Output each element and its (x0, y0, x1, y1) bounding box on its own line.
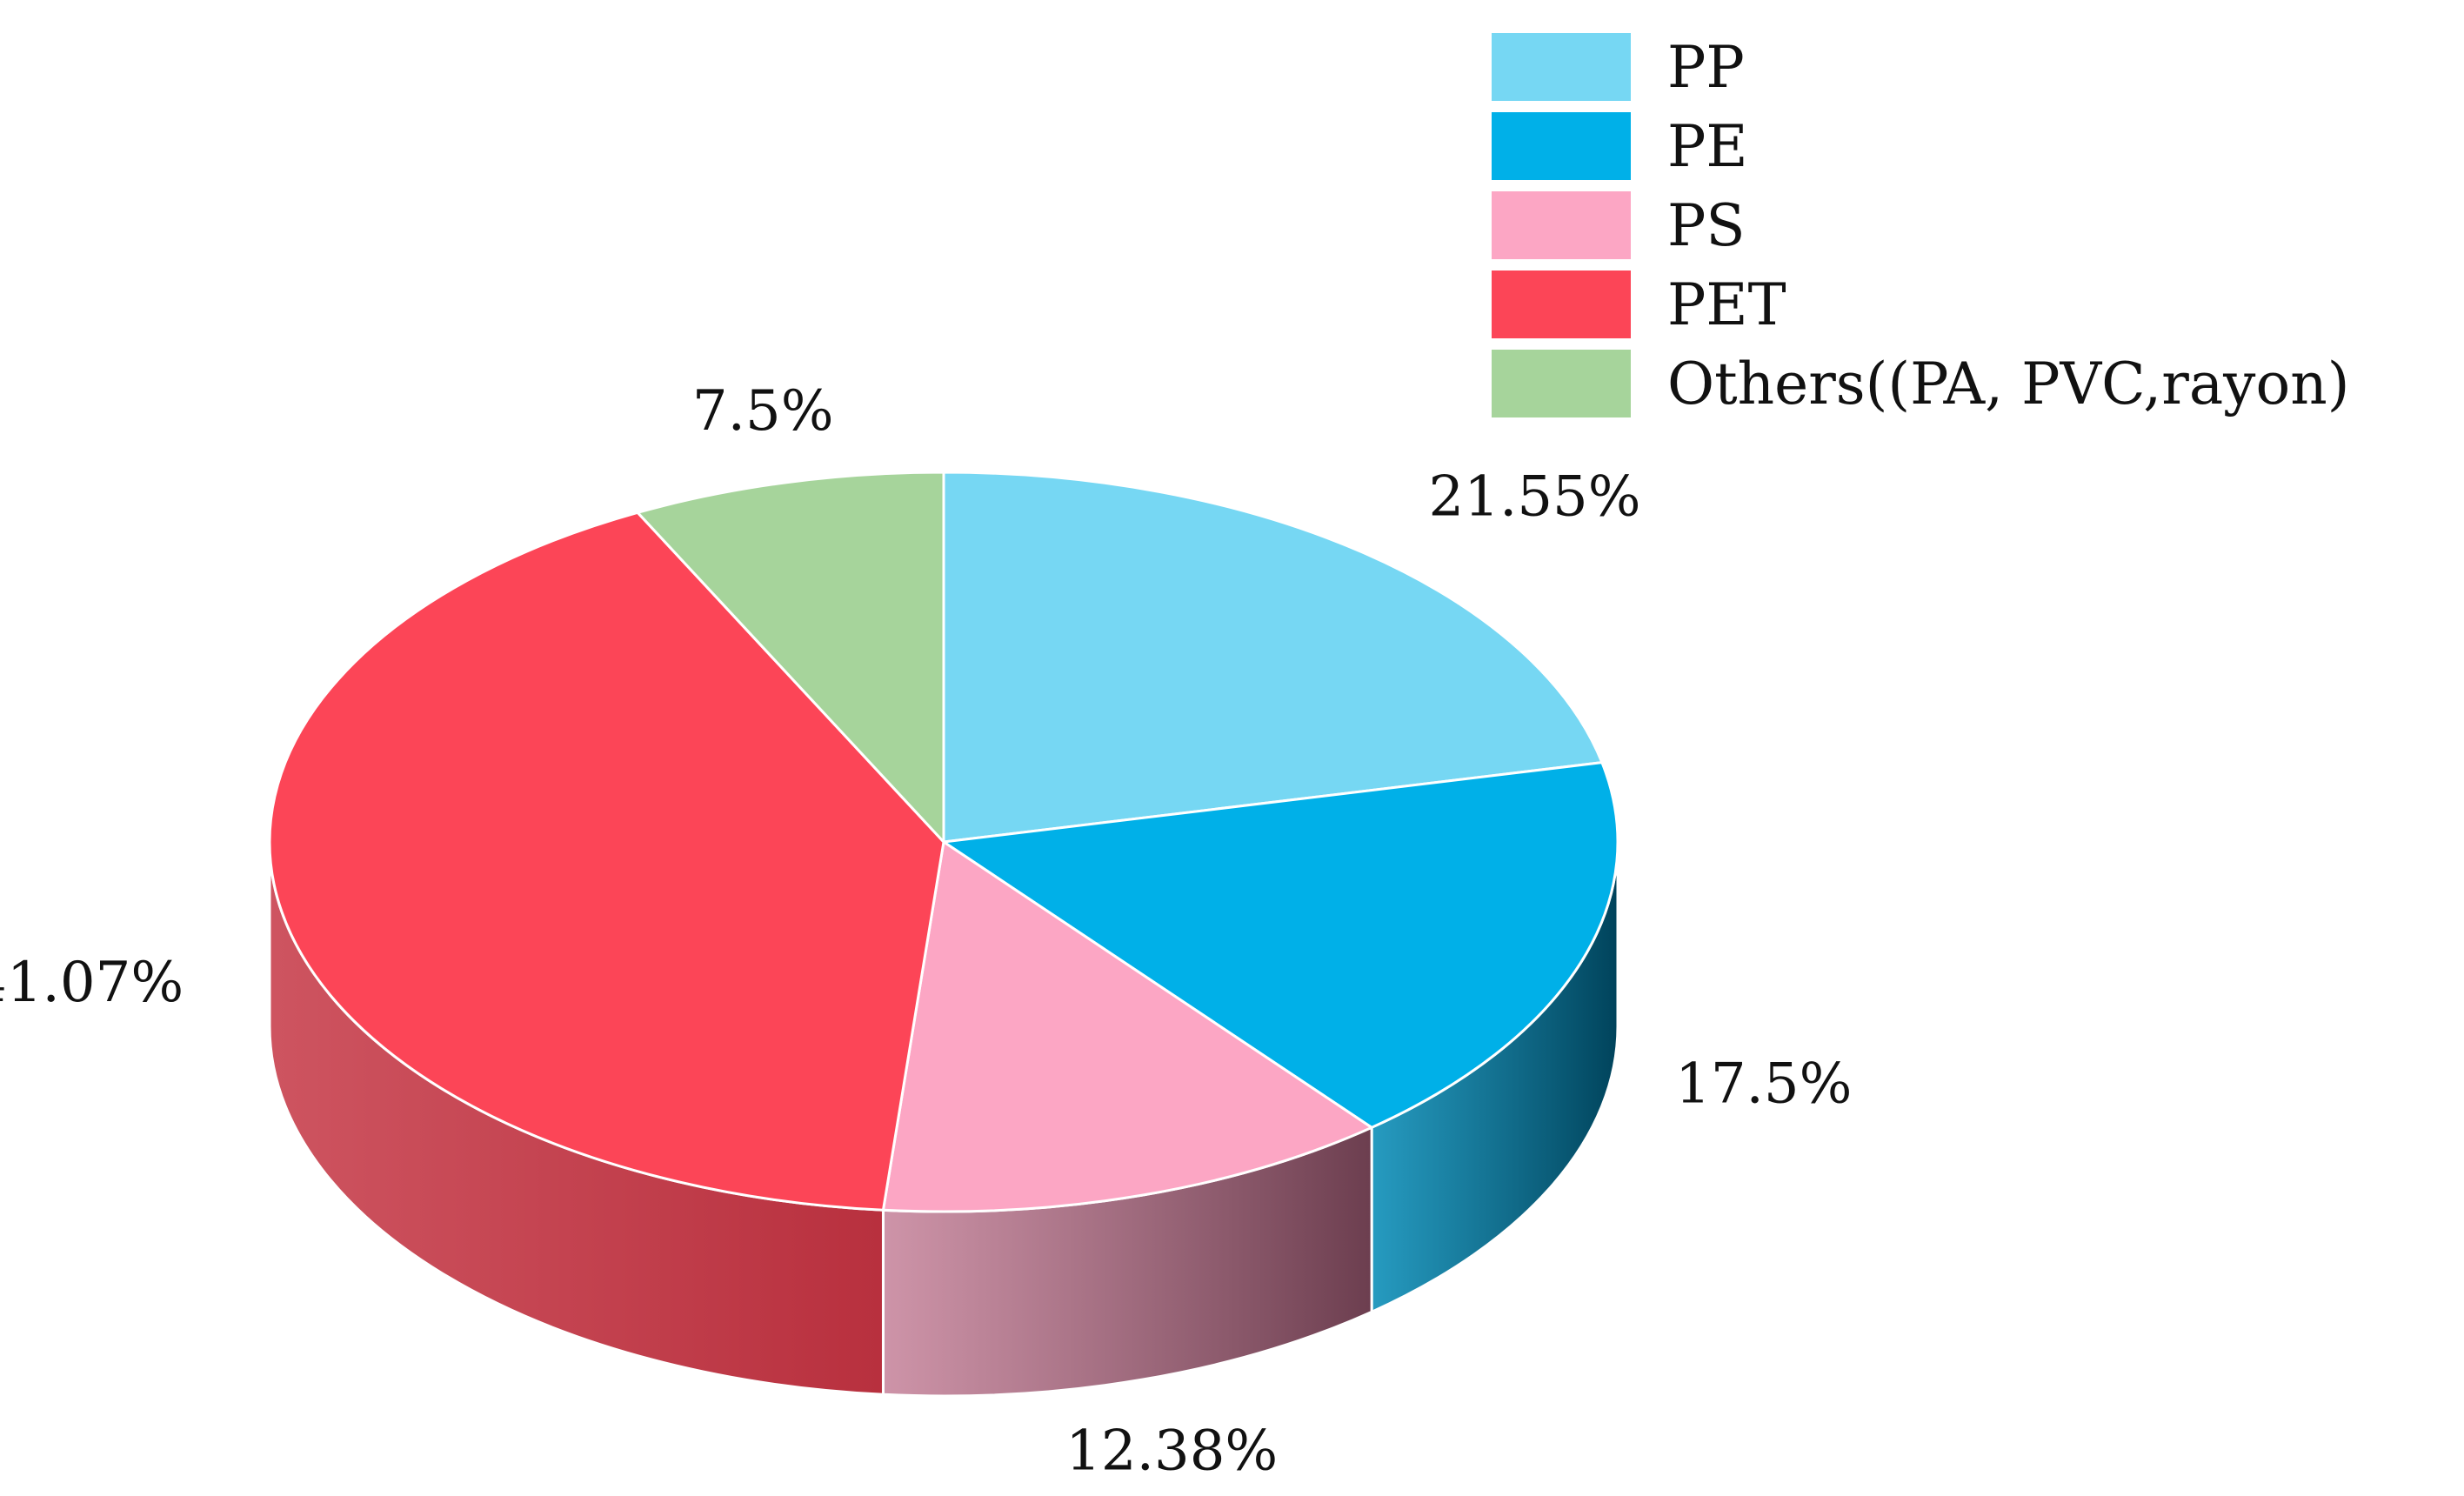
slice-others-pa-pvc-rayon (636, 471, 945, 844)
data-label-pet: 41.07% (0, 951, 184, 1015)
legend-label-ps: PS (1667, 192, 1746, 259)
slice-ps (881, 840, 1373, 1213)
legend-swatch-pp (1492, 33, 1631, 101)
slice-pet (268, 511, 945, 1212)
legend-swatch-pet (1492, 270, 1631, 338)
data-label-pp: 21.55% (1429, 464, 1641, 529)
legend-label-pp: PP (1667, 34, 1745, 101)
data-label-others-pa-pvc-rayon: 7.5% (692, 379, 834, 444)
data-label-pe: 17.5% (1675, 1052, 1852, 1117)
slice-pp (942, 471, 1604, 844)
legend-swatch-pe (1492, 112, 1631, 180)
data-labels: 21.55% 17.5% 12.38% 41.07% 7.5% (0, 379, 1852, 1483)
legend-label-pet: PET (1667, 271, 1786, 338)
legend: PP PE PS PET Others((PA, PVC,rayon) (1492, 33, 2349, 417)
pie-slices (268, 471, 1619, 1213)
pie-side-walls (268, 841, 1619, 1398)
legend-label-pe: PE (1667, 113, 1748, 180)
data-label-ps: 12.38% (1065, 1419, 1278, 1483)
legend-label-others-pa-pvc-rayon: Others((PA, PVC,rayon) (1667, 351, 2349, 417)
legend-swatch-ps (1492, 191, 1631, 259)
legend-swatch-others-pa-pvc-rayon (1492, 350, 1631, 417)
slice-pe (942, 761, 1619, 1129)
